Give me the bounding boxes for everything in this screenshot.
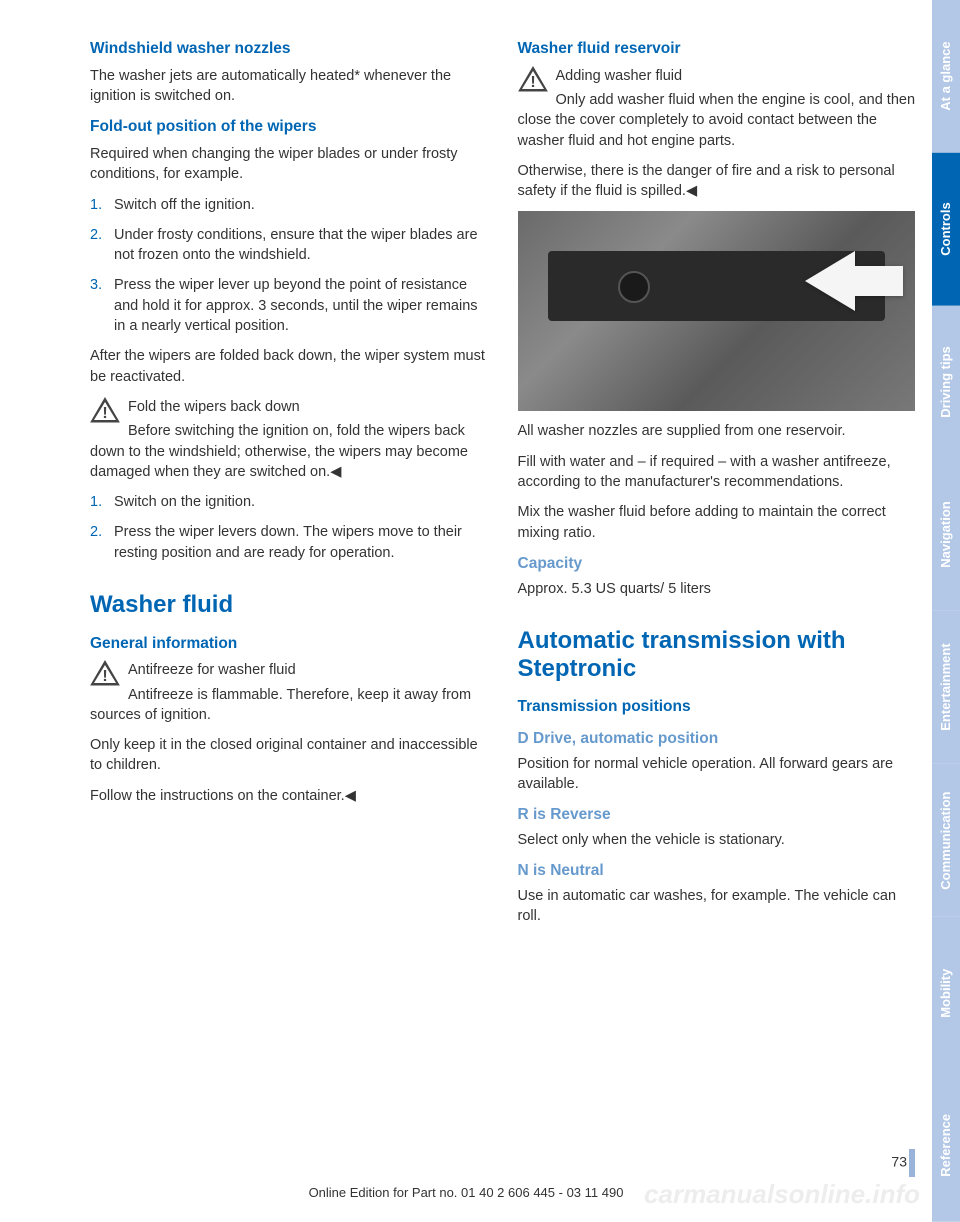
tab-communication[interactable]: Communication <box>932 764 960 917</box>
para-follow: Follow the instructions on the container… <box>90 786 488 806</box>
heading-capacity: Capacity <box>518 553 916 575</box>
heading-reservoir: Washer fluid reservoir <box>518 38 916 60</box>
footer-text: Online Edition for Part no. 01 40 2 606 … <box>0 1184 932 1202</box>
page-number: 73 <box>891 1149 915 1177</box>
step-text: Switch off the ignition. <box>114 195 488 215</box>
heading-n-neutral: N is Neutral <box>518 860 916 882</box>
step-num: 3. <box>90 275 114 336</box>
sidebar-tabs: At a glance Controls Driving tips Naviga… <box>932 0 960 1222</box>
heading-washer-fluid: Washer fluid <box>90 591 488 619</box>
step-num: 2. <box>90 225 114 266</box>
step-text: Under frosty conditions, ensure that the… <box>114 225 488 266</box>
warning-antifreeze: ! Antifreeze for washer fluid Antifreeze… <box>90 660 488 725</box>
engine-reservoir-image <box>518 211 916 411</box>
heading-positions: Transmission positions <box>518 696 916 718</box>
page-number-bar <box>909 1149 915 1177</box>
step-text: Press the wiper levers down. The wipers … <box>114 522 488 563</box>
warning-body: Antifreeze is flammable. Therefore, keep… <box>90 687 471 723</box>
tab-controls[interactable]: Controls <box>932 153 960 306</box>
svg-text:!: ! <box>102 405 107 422</box>
step-1: 1.Switch off the ignition. <box>90 195 488 215</box>
reactivate-steps: 1.Switch on the ignition. 2.Press the wi… <box>90 492 488 563</box>
left-column: Windshield washer nozzles The washer jet… <box>90 30 488 1160</box>
warning-icon: ! <box>518 66 548 92</box>
step-1b: 1.Switch on the ignition. <box>90 492 488 512</box>
heading-d-drive: D Drive, automatic position <box>518 728 916 750</box>
page-number-text: 73 <box>891 1154 907 1170</box>
heading-r-reverse: R is Reverse <box>518 804 916 826</box>
step-3: 3.Press the wiper lever up beyond the po… <box>90 275 488 336</box>
warning-adding-fluid: ! Adding washer fluid Only add washer fl… <box>518 66 916 151</box>
step-num: 1. <box>90 492 114 512</box>
warning-title: Antifreeze for washer fluid <box>90 660 488 680</box>
tab-driving-tips[interactable]: Driving tips <box>932 306 960 459</box>
tab-at-a-glance[interactable]: At a glance <box>932 0 960 153</box>
para-otherwise: Otherwise, there is the danger of fire a… <box>518 161 916 202</box>
para-mix: Mix the washer fluid before adding to ma… <box>518 502 916 543</box>
tab-reference[interactable]: Reference <box>932 1069 960 1222</box>
arrow-indicator <box>805 251 855 311</box>
step-2: 2.Under frosty conditions, ensure that t… <box>90 225 488 266</box>
para-all-nozzles: All washer nozzles are supplied from one… <box>518 421 916 441</box>
page-content: Windshield washer nozzles The washer jet… <box>0 0 960 1180</box>
warning-title: Adding washer fluid <box>518 66 916 86</box>
tab-entertainment[interactable]: Entertainment <box>932 611 960 764</box>
svg-text:!: ! <box>102 668 107 685</box>
para-n-neutral: Use in automatic car washes, for example… <box>518 886 916 927</box>
warning-body: Only add washer fluid when the engine is… <box>518 92 916 149</box>
warning-icon: ! <box>90 660 120 686</box>
heading-auto-trans: Automatic transmission with Steptronic <box>518 627 916 682</box>
para-fill: Fill with water and – if required – with… <box>518 452 916 493</box>
para-keep: Only keep it in the closed original cont… <box>90 735 488 776</box>
foldout-steps: 1.Switch off the ignition. 2.Under frost… <box>90 195 488 337</box>
step-num: 1. <box>90 195 114 215</box>
para-d-drive: Position for normal vehicle operation. A… <box>518 754 916 795</box>
tab-mobility[interactable]: Mobility <box>932 917 960 1070</box>
warning-title: Fold the wipers back down <box>90 397 488 417</box>
svg-text:!: ! <box>530 74 535 91</box>
heading-nozzles: Windshield washer nozzles <box>90 38 488 60</box>
para-foldout: Required when changing the wiper blades … <box>90 144 488 185</box>
para-nozzles: The washer jets are automatically heated… <box>90 66 488 107</box>
step-text: Press the wiper lever up beyond the poin… <box>114 275 488 336</box>
tab-navigation[interactable]: Navigation <box>932 458 960 611</box>
para-r-reverse: Select only when the vehicle is stationa… <box>518 830 916 850</box>
heading-foldout: Fold-out position of the wipers <box>90 116 488 138</box>
warning-body: Before switching the ignition on, fold t… <box>90 423 468 480</box>
para-capacity: Approx. 5.3 US quarts/ 5 liters <box>518 579 916 599</box>
warning-fold-back: ! Fold the wipers back down Before switc… <box>90 397 488 482</box>
para-after: After the wipers are folded back down, t… <box>90 346 488 387</box>
step-text: Switch on the ignition. <box>114 492 488 512</box>
heading-general: General information <box>90 633 488 655</box>
step-num: 2. <box>90 522 114 563</box>
step-2b: 2.Press the wiper levers down. The wiper… <box>90 522 488 563</box>
right-column: Washer fluid reservoir ! Adding washer f… <box>518 30 916 1160</box>
warning-icon: ! <box>90 397 120 423</box>
